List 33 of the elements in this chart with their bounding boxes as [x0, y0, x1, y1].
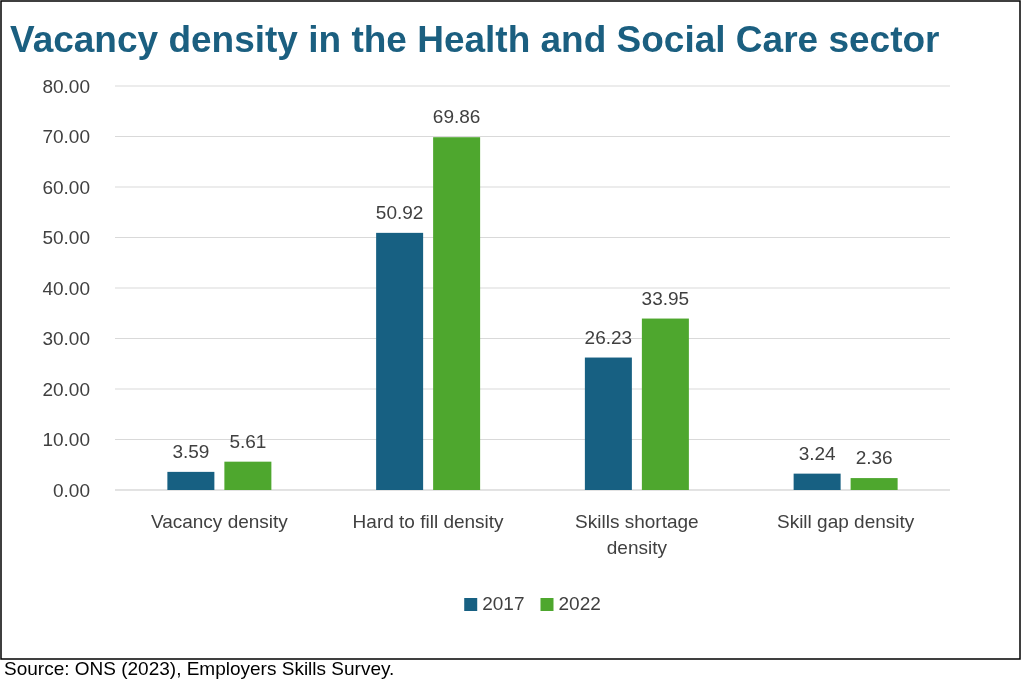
- bar: [641, 318, 689, 490]
- bar: [433, 137, 481, 490]
- chart-title: Vacancy density in the Health and Social Care sector: [10, 19, 940, 60]
- y-tick-label: 40.00: [42, 277, 90, 299]
- data-label: 3.24: [798, 442, 837, 464]
- bar: [584, 357, 632, 490]
- data-label: 26.23: [584, 326, 633, 348]
- y-tick-label: 60.00: [42, 176, 90, 198]
- x-tick-label: Hard to fill density: [352, 511, 505, 532]
- y-tick-label: 20.00: [42, 378, 90, 400]
- data-label: 5.61: [229, 430, 267, 452]
- legend-label: 2022: [558, 593, 601, 614]
- data-label: 33.95: [641, 287, 690, 309]
- data-label: 2.36: [855, 447, 893, 469]
- bar: [376, 232, 424, 490]
- bar: [167, 471, 215, 490]
- y-tick-label: 50.00: [42, 227, 90, 249]
- bar: [850, 478, 898, 490]
- data-label: 69.86: [432, 106, 481, 128]
- x-tick-label: Skills shortage density: [575, 511, 699, 558]
- y-tick-label: 70.00: [42, 126, 90, 148]
- y-tick-label: 0.00: [53, 479, 90, 501]
- y-tick-label: 10.00: [42, 429, 90, 451]
- x-tick-label: Vacancy density: [150, 511, 289, 532]
- data-label: 3.59: [172, 440, 210, 462]
- y-tick-label: 30.00: [42, 328, 90, 350]
- data-label: 50.92: [375, 201, 424, 223]
- x-tick-label: Skill gap density: [776, 511, 915, 532]
- bar: [793, 473, 841, 490]
- source-note: Source: ONS (2023), Employers Skills Survey.: [4, 658, 395, 679]
- legend-label: 2017: [482, 593, 525, 614]
- bar: [224, 461, 272, 490]
- y-tick-label: 80.00: [42, 75, 90, 97]
